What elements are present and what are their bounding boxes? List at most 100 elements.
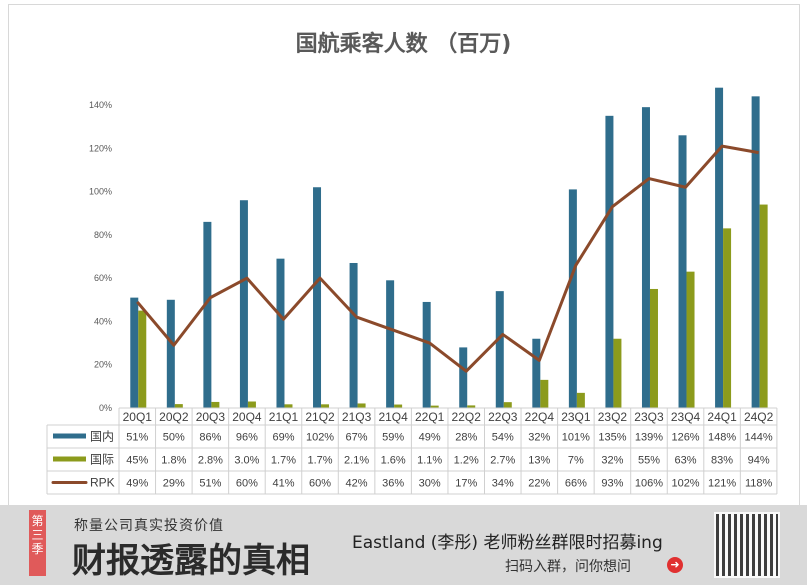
bar-international — [247, 401, 256, 408]
bar-international — [576, 392, 585, 408]
qr-code[interactable] — [714, 512, 780, 578]
bar-international — [759, 204, 768, 408]
table-cell: 41% — [272, 478, 294, 490]
scan-text: 扫码入群，问你想问 — [505, 559, 631, 575]
table-cell: 7% — [568, 455, 584, 467]
bar-domestic — [641, 107, 650, 409]
y-tick-label: 100% — [89, 187, 112, 197]
chart-title: 国航乘客人数 （百万) — [295, 32, 512, 57]
chart-frame — [8, 4, 800, 506]
table-cell: 36% — [382, 478, 404, 490]
bar-domestic — [532, 338, 541, 408]
bar-international — [138, 310, 147, 408]
table-cell: 50% — [163, 432, 185, 444]
bar-domestic — [422, 301, 431, 408]
table-cell: 118% — [745, 478, 773, 490]
table-cell: 29% — [163, 478, 185, 490]
y-tick-label: 20% — [94, 360, 112, 370]
x-tick-label: 21Q2 — [305, 410, 335, 424]
table-cell: 2.1% — [344, 455, 369, 467]
table-cell: 93% — [601, 478, 623, 490]
table-cell: 42% — [346, 478, 368, 490]
table-cell: 49% — [419, 432, 441, 444]
y-tick-label: 40% — [94, 316, 112, 326]
legend-swatch — [53, 456, 86, 462]
x-tick-label: 23Q4 — [671, 410, 701, 424]
table-cell: 22% — [528, 478, 550, 490]
x-tick-label: 23Q2 — [598, 410, 628, 424]
table-cell: 60% — [236, 478, 258, 490]
bar-domestic — [313, 187, 322, 408]
y-tick-label: 60% — [94, 273, 112, 283]
bar-international — [723, 228, 732, 408]
table-cell: 102% — [671, 478, 699, 490]
x-tick-label: 21Q1 — [269, 410, 299, 424]
bar-domestic — [386, 280, 395, 408]
table-cell: 106% — [635, 478, 663, 490]
table-cell: 32% — [601, 455, 623, 467]
x-tick-label: 20Q3 — [196, 410, 226, 424]
bar-international — [503, 402, 512, 408]
table-cell: 144% — [745, 432, 773, 444]
table-cell: 49% — [126, 478, 148, 490]
table-cell: 121% — [708, 478, 736, 490]
season-badge: 第三季 — [29, 510, 46, 576]
table-cell: 17% — [455, 478, 477, 490]
x-tick-label: 22Q1 — [415, 410, 445, 424]
table-cell: 148% — [708, 432, 736, 444]
table-cell: 101% — [562, 432, 590, 444]
banner-promo: Eastland (李彤) 老师粉丝群限时招募ing — [352, 533, 663, 553]
y-tick-label: 140% — [89, 100, 112, 110]
bar-domestic — [239, 200, 248, 408]
x-tick-label: 20Q1 — [123, 410, 153, 424]
x-tick-label: 20Q4 — [232, 410, 262, 424]
bar-international — [284, 404, 293, 408]
banner-headline: 财报透露的真相 — [72, 541, 310, 581]
legend-label: RPK — [90, 476, 115, 490]
table-cell: 32% — [528, 432, 550, 444]
x-tick-label: 24Q2 — [744, 410, 774, 424]
bar-domestic — [459, 347, 468, 408]
y-tick-label: 80% — [94, 230, 112, 240]
y-tick-label: 120% — [89, 143, 112, 153]
bar-international — [430, 405, 439, 408]
table-cell: 51% — [126, 432, 148, 444]
table-cell: 30% — [419, 478, 441, 490]
y-tick-label: 0% — [99, 403, 112, 413]
table-cell: 59% — [382, 432, 404, 444]
table-cell: 67% — [346, 432, 368, 444]
table-cell: 102% — [306, 432, 334, 444]
bar-domestic — [605, 115, 614, 409]
table-cell: 96% — [236, 432, 258, 444]
chart-svg: 0% 20% 40% 60% 80% 100% 120% 140% 20Q1 20Q2 20Q3 20… — [46, 87, 778, 495]
banner-subtitle: 称量公司真实投资价值 — [74, 518, 224, 534]
table-cell: 1.7% — [271, 455, 296, 467]
rpk-line — [136, 144, 759, 373]
bar-international — [357, 403, 366, 408]
x-tick-label: 21Q3 — [342, 410, 372, 424]
bar-international — [686, 271, 695, 408]
bar-domestic — [495, 291, 504, 408]
bar-international — [211, 401, 220, 408]
bar-domestic — [276, 258, 285, 408]
table-cell: 94% — [748, 455, 770, 467]
x-tick-label: 20Q2 — [159, 410, 189, 424]
table-cell: 86% — [199, 432, 221, 444]
x-tick-label: 23Q1 — [561, 410, 591, 424]
table-cell: 55% — [638, 455, 660, 467]
x-tick-label: 22Q3 — [488, 410, 518, 424]
table-cell: 3.0% — [234, 455, 259, 467]
table-cell: 13% — [528, 455, 550, 467]
bar-domestic — [751, 96, 760, 408]
table-cell: 1.1% — [417, 455, 442, 467]
table-cell: 69% — [272, 432, 294, 444]
bar-domestic — [715, 87, 724, 408]
arrow-right-circle-icon[interactable]: ➜ — [667, 557, 683, 573]
bar-domestic — [130, 297, 139, 408]
table-cell: 2.8% — [198, 455, 223, 467]
bar-domestic — [678, 135, 687, 409]
table-cell: 28% — [455, 432, 477, 444]
table-cell: 34% — [492, 478, 514, 490]
legend-label: 国内 — [90, 430, 114, 444]
table-cell: 1.2% — [454, 455, 479, 467]
